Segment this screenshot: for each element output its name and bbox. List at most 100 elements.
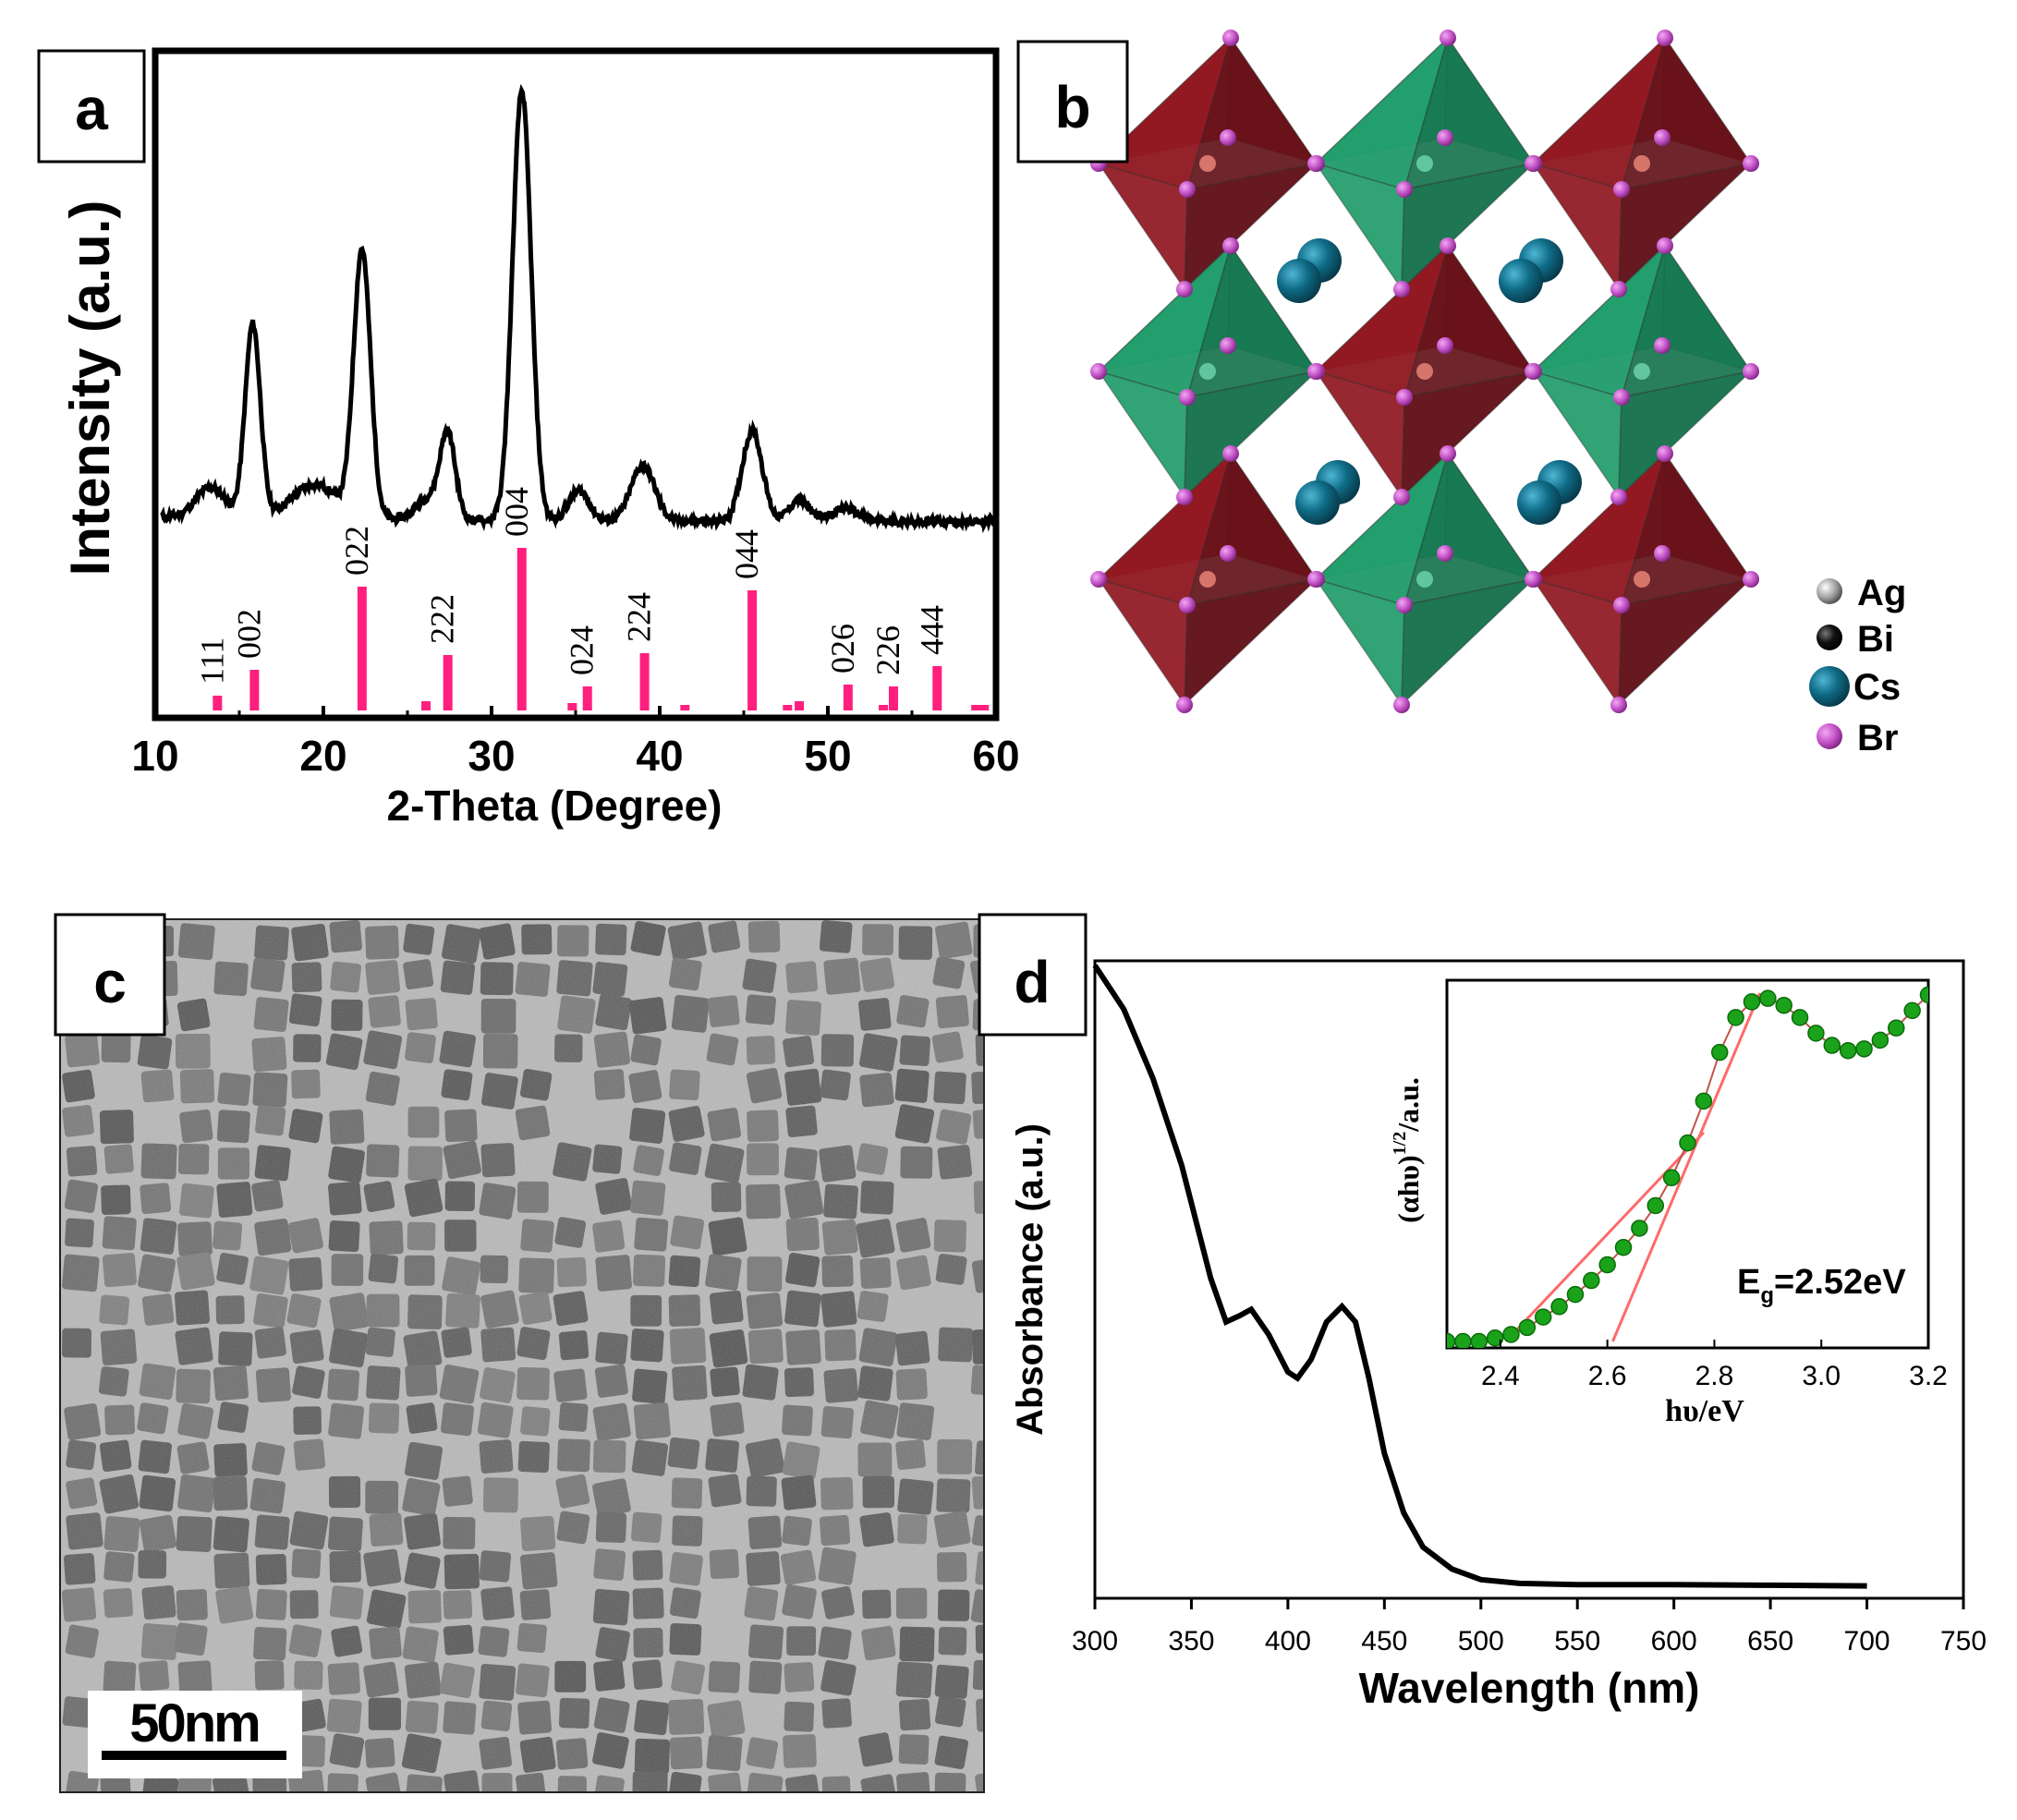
- x-tick-label: 450: [1361, 1626, 1407, 1656]
- br-atom: [1610, 697, 1627, 713]
- panel-a-x-axis: 10 20 30 40 50 60: [131, 706, 1020, 780]
- inset-data-point: [1743, 993, 1761, 1011]
- br-atom: [1393, 697, 1410, 713]
- x-tick-label: 20: [299, 732, 346, 780]
- tauc-data-points: [1447, 986, 1928, 1348]
- br-atom-icon: [1817, 723, 1842, 749]
- reference-hkl-label: 226: [869, 625, 906, 675]
- bi-atom-icon: [1817, 625, 1842, 650]
- bi-octahedron: [1313, 243, 1537, 500]
- x-tick-label: 750: [1940, 1626, 1987, 1656]
- reference-bar: [932, 666, 942, 710]
- tem-frame: [59, 918, 985, 1793]
- br-atom: [1307, 571, 1324, 588]
- reference-hkl-label: 026: [824, 624, 861, 673]
- inset-data-point: [1583, 1271, 1600, 1290]
- x-tick-label: 650: [1747, 1626, 1793, 1656]
- br-atom: [1657, 30, 1673, 46]
- br-atom: [1222, 445, 1239, 462]
- br-atom: [1396, 181, 1413, 198]
- inset-x-tick-label: 3.2: [1909, 1361, 1948, 1391]
- ag-octahedron: [1530, 243, 1754, 500]
- inset-data-point: [1631, 1219, 1648, 1237]
- inset-data-point: [1823, 1037, 1841, 1054]
- reference-bars: [213, 548, 990, 710]
- inset-data-point: [1470, 1332, 1488, 1348]
- reference-bar: [879, 705, 889, 710]
- panel-d: 300 350 400 450 500 550 600 650 700 750 Wavelengt…: [978, 913, 1987, 1712]
- br-atom: [1743, 155, 1759, 172]
- bandgap-annotation: Eg=2.52eV: [1737, 1263, 1906, 1308]
- br-atom: [1179, 181, 1196, 198]
- inset-data-point: [1518, 1318, 1537, 1337]
- br-atom: [1440, 237, 1456, 254]
- inset-data-point: [1727, 1009, 1744, 1026]
- br-atom: [1613, 389, 1630, 406]
- reference-bar: [516, 548, 527, 710]
- x-tick-label: 400: [1265, 1626, 1311, 1656]
- br-atom: [1437, 545, 1453, 562]
- reference-bar: [567, 703, 577, 710]
- inset-x-tick-label: 2.4: [1481, 1361, 1520, 1391]
- br-atom: [1440, 445, 1456, 462]
- x-tick-label: 700: [1844, 1626, 1890, 1656]
- inset-data-point: [1486, 1329, 1504, 1347]
- br-atoms: [1090, 30, 1759, 713]
- scale-bar-label: 50nm: [129, 1693, 259, 1753]
- reference-bar: [888, 686, 898, 710]
- inset-data-point: [1646, 1196, 1665, 1215]
- br-atom: [1525, 155, 1541, 172]
- panel-d-y-axis-label: Absorbance (a.u.): [1010, 1123, 1051, 1436]
- inset-y-label-superscript: 1/2: [1390, 1132, 1410, 1156]
- reference-hkl-label: 224: [621, 592, 658, 642]
- inset-data-point: [1502, 1326, 1520, 1343]
- br-atom: [1654, 545, 1671, 562]
- br-atom: [1307, 363, 1324, 380]
- xrd-pattern-line: [160, 83, 996, 534]
- absorbance-spectrum-line: [1092, 964, 1867, 1589]
- legend-bi-label: Bi: [1857, 619, 1894, 660]
- br-atom: [1613, 181, 1630, 198]
- legend-cs-label: Cs: [1853, 667, 1901, 708]
- br-atom: [1220, 129, 1236, 146]
- ag-octahedron: [1313, 35, 1537, 292]
- inset-data-point: [1614, 1238, 1633, 1256]
- cs-atom: [1295, 480, 1340, 525]
- inset-data-point: [1566, 1285, 1585, 1304]
- cs-atom: [1499, 259, 1543, 303]
- cs-atom: [1277, 259, 1321, 303]
- br-atom: [1176, 697, 1193, 713]
- ag-octahedron: [1096, 243, 1319, 500]
- x-tick-label: 10: [131, 732, 178, 780]
- inset-data-point: [1807, 1025, 1825, 1042]
- x-tick-label: 30: [468, 732, 515, 780]
- bandgap-symbol: E: [1737, 1263, 1760, 1302]
- inset-data-point: [1679, 1134, 1696, 1152]
- reference-bar: [249, 670, 260, 710]
- br-atom: [1396, 597, 1413, 613]
- br-atom: [1525, 363, 1541, 380]
- panel-d-x-axis: 300 350 400 450 500 550 600 650 700 750: [1072, 1598, 1987, 1656]
- panel-b-label-box: [1016, 40, 1129, 164]
- x-tick-label: 50: [804, 732, 851, 780]
- x-tick-label: 40: [636, 732, 683, 780]
- inset-x-axis-label: hυ/eV: [1665, 1394, 1744, 1428]
- inset-data-point: [1534, 1308, 1552, 1326]
- ag-octahedron: [1313, 451, 1537, 708]
- panel-b-label: b: [1054, 74, 1090, 140]
- panel-b: Ag Bi Cs Br b: [1016, 30, 1906, 758]
- bi-octahedron: [1096, 451, 1319, 708]
- reference-bar: [747, 590, 758, 710]
- legend-ag-label: Ag: [1857, 573, 1906, 613]
- x-tick-label: 350: [1168, 1626, 1214, 1656]
- inset-data-point: [1695, 1092, 1713, 1110]
- inset-x-axis: 2.4 2.6 2.8 3.0 3.2: [1481, 1340, 1948, 1391]
- bandgap-subscript: g: [1760, 1283, 1774, 1308]
- x-tick-label: 550: [1554, 1626, 1600, 1656]
- inset-data-point: [1855, 1040, 1873, 1058]
- reference-bar: [443, 655, 453, 710]
- panel-a-y-axis-label: Intensity (a.u.): [59, 200, 121, 576]
- cs-atom: [1517, 480, 1561, 525]
- inset-data-point: [1871, 1031, 1889, 1050]
